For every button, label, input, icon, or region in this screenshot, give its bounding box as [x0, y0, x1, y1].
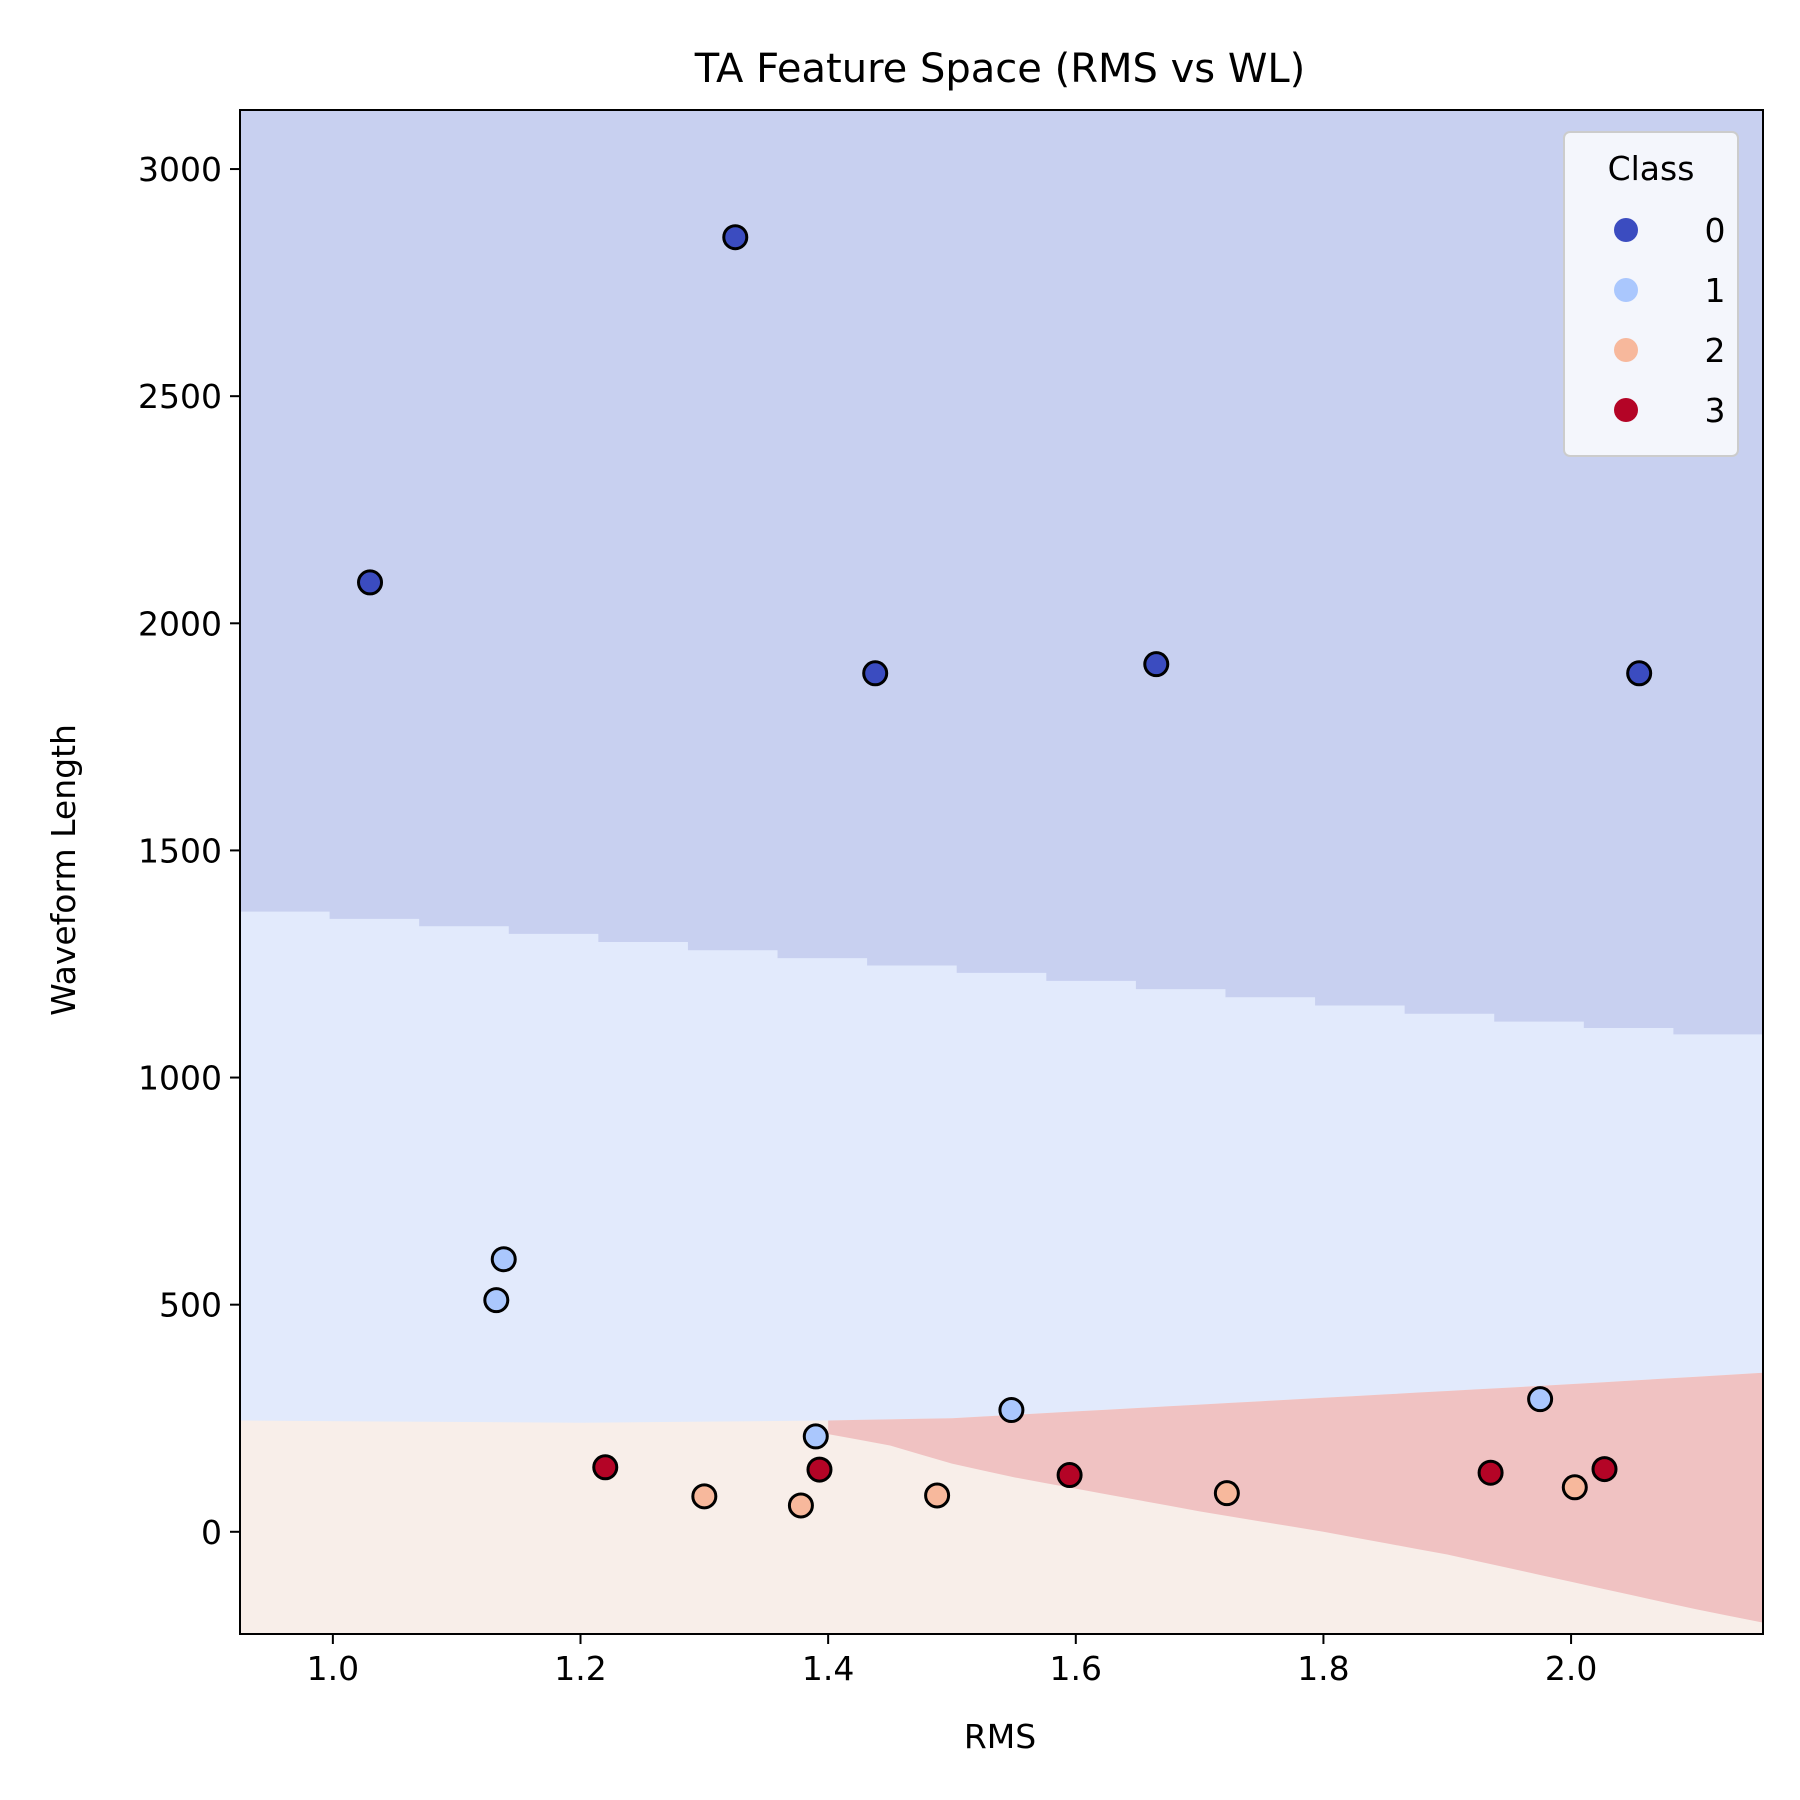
y-axis: 0 500 1000 1500 2000 2500 3000	[138, 150, 240, 1552]
data-point-class-0	[862, 660, 889, 687]
data-point-class-2	[1561, 1474, 1588, 1501]
data-point-class-2	[924, 1482, 951, 1509]
x-axis: 1.0 1.2 1.4 1.6 1.8 2.0	[307, 1634, 1597, 1688]
data-point-class-1	[802, 1423, 829, 1450]
data-point-class-2	[787, 1492, 814, 1519]
data-point-class-2	[1213, 1480, 1240, 1507]
y-tick-label: 1500	[138, 831, 222, 870]
legend-marker	[1614, 278, 1638, 302]
legend-marker	[1614, 398, 1638, 422]
y-tick-label: 0	[201, 1513, 222, 1552]
legend: Class 0 1 2 3	[1563, 131, 1739, 457]
legend-title: Class	[1608, 149, 1695, 188]
legend-label: 1	[1705, 271, 1726, 310]
data-point-class-0	[357, 569, 384, 596]
legend-marker	[1614, 218, 1638, 242]
legend-label: 0	[1705, 211, 1726, 250]
plot-frame	[239, 109, 1764, 1635]
x-tick-label: 1.8	[1297, 1649, 1349, 1688]
y-tick-label: 3000	[138, 150, 222, 189]
data-point-class-3	[592, 1454, 619, 1481]
legend-label: 3	[1705, 391, 1726, 430]
y-tick-label: 1000	[138, 1059, 222, 1098]
y-tick-label: 500	[159, 1286, 222, 1325]
data-point-class-3	[806, 1456, 833, 1483]
region-class-0	[240, 110, 1763, 1035]
legend-label: 2	[1705, 331, 1726, 370]
data-point-class-2	[691, 1483, 718, 1510]
x-tick-label: 1.2	[554, 1649, 606, 1688]
region-class-3	[828, 1372, 1763, 1623]
data-point-class-0	[722, 224, 749, 251]
y-axis-label: Waveform Length	[44, 724, 83, 1016]
y-tick-label: 2000	[138, 604, 222, 643]
legend-marker	[1614, 338, 1638, 362]
chart-title: TA Feature Space (RMS vs WL)	[694, 46, 1306, 92]
data-point-class-1	[483, 1287, 510, 1314]
y-tick-label: 2500	[138, 377, 222, 416]
x-tick-label: 1.0	[307, 1649, 359, 1688]
decision-regions	[240, 110, 1763, 1634]
x-tick-label: 2.0	[1545, 1649, 1597, 1688]
legend-box	[1563, 131, 1739, 457]
data-point-class-3	[1056, 1462, 1083, 1489]
x-tick-label: 1.4	[802, 1649, 854, 1688]
data-point-class-1	[1527, 1386, 1554, 1413]
data-point-class-1	[490, 1246, 517, 1273]
data-point-class-0	[1626, 660, 1653, 687]
x-tick-label: 1.6	[1050, 1649, 1102, 1688]
data-point-class-1	[998, 1397, 1025, 1424]
x-axis-label: RMS	[964, 1717, 1036, 1756]
data-points	[357, 224, 1653, 1519]
data-point-class-3	[1477, 1459, 1504, 1486]
data-point-class-0	[1143, 651, 1170, 678]
data-point-class-3	[1591, 1456, 1618, 1483]
